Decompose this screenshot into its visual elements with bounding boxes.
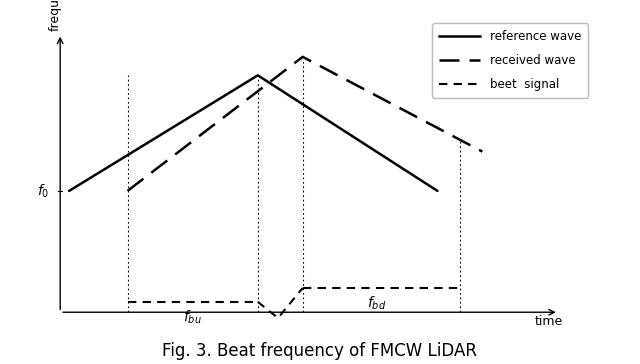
Text: $f_0$: $f_0$ bbox=[36, 182, 49, 199]
Text: Fig. 3. Beat frequency of FMCW LiDAR: Fig. 3. Beat frequency of FMCW LiDAR bbox=[163, 343, 477, 360]
Text: frequency: frequency bbox=[49, 0, 62, 31]
Text: $f_{bd}$: $f_{bd}$ bbox=[367, 295, 387, 312]
Text: $f_{bu}$: $f_{bu}$ bbox=[183, 309, 202, 326]
Legend: reference wave, received wave, beet  signal: reference wave, received wave, beet sign… bbox=[432, 23, 588, 98]
Text: time: time bbox=[535, 314, 563, 328]
